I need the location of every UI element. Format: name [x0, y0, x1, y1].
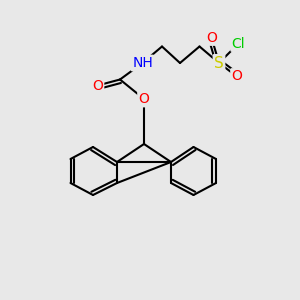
Text: O: O	[232, 70, 242, 83]
Text: Cl: Cl	[232, 37, 245, 50]
Text: NH: NH	[132, 56, 153, 70]
Text: O: O	[206, 31, 217, 44]
Text: S: S	[214, 56, 224, 70]
Text: O: O	[92, 79, 103, 92]
Text: O: O	[139, 92, 149, 106]
